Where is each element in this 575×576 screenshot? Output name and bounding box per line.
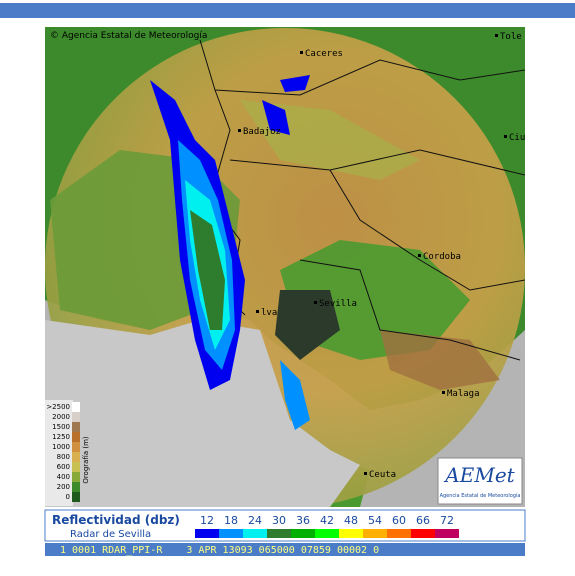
legend-swatch — [315, 529, 339, 538]
orography-label: 200 — [57, 483, 70, 491]
legend-value: 60 — [392, 514, 406, 527]
city-marker — [314, 301, 317, 304]
legend-swatch — [243, 529, 267, 538]
city-marker — [256, 310, 259, 313]
legend-swatch — [435, 529, 459, 538]
city-marker — [300, 51, 303, 54]
orography-swatch — [72, 462, 80, 472]
orography-label: 800 — [57, 453, 70, 461]
orography-swatch — [72, 422, 80, 432]
orography-swatch — [72, 402, 80, 412]
legend-value: 66 — [416, 514, 430, 527]
city-label: Ciu — [509, 133, 525, 143]
logo-name: AEMet — [443, 463, 515, 487]
legend-subtitle: Radar de Sevilla — [70, 529, 151, 540]
orography-swatch — [72, 442, 80, 452]
city-marker — [442, 391, 445, 394]
legend-value: 12 — [200, 514, 214, 527]
orography-swatch — [72, 492, 80, 502]
orography-label: 1500 — [52, 423, 70, 431]
legend-swatch — [291, 529, 315, 538]
legend-swatch — [267, 529, 291, 538]
city-marker — [504, 135, 507, 138]
city-marker — [238, 129, 241, 132]
copyright: © Agencia Estatal de Meteorología — [50, 31, 207, 41]
orography-label: 1000 — [52, 443, 70, 451]
orography-label: 2000 — [52, 413, 70, 421]
legend-swatch — [411, 529, 435, 538]
city-label: Malaga — [447, 389, 480, 399]
orography-label: 0 — [66, 493, 70, 501]
orography-swatch — [72, 472, 80, 482]
city-label: Ceuta — [369, 470, 396, 480]
legend-value: 36 — [296, 514, 310, 527]
city-marker — [418, 254, 421, 257]
legend-value: 42 — [320, 514, 334, 527]
orography-label: 400 — [57, 473, 70, 481]
top-bar — [0, 3, 575, 18]
status-bar — [45, 543, 525, 556]
orography-label: 1250 — [52, 433, 70, 441]
legend-value: 72 — [440, 514, 454, 527]
orography-swatch — [72, 412, 80, 422]
orography-swatch — [72, 482, 80, 492]
orography-swatch — [72, 432, 80, 442]
city-label: lva — [261, 308, 277, 318]
legend-title: Reflectividad (dbz) — [52, 513, 180, 527]
legend-value: 54 — [368, 514, 382, 527]
city-marker — [495, 34, 498, 37]
city-label: Cordoba — [423, 252, 461, 262]
legend-value: 48 — [344, 514, 358, 527]
legend-value: 30 — [272, 514, 286, 527]
city-label: Tole — [500, 32, 522, 42]
legend-value: 24 — [248, 514, 262, 527]
map: Caceres Tole Badajoz Ciu Cordoba Sevilla lva Ma… — [45, 27, 525, 507]
orography-label: 600 — [57, 463, 70, 471]
legend-swatch — [219, 529, 243, 538]
city-label: Badajoz — [243, 127, 281, 137]
orography-label: >2500 — [46, 403, 70, 411]
legend-swatch — [195, 529, 219, 538]
logo-box — [437, 457, 523, 505]
legend-swatch — [363, 529, 387, 538]
legend-swatch — [339, 529, 363, 538]
orography-title: Orografía (m) — [82, 436, 90, 484]
city-label: Caceres — [305, 49, 343, 59]
status-text: 1 0001 RDAR_PPI-R 3 APR 13093 065000 078… — [60, 545, 379, 556]
city-label: Sevilla — [319, 299, 357, 309]
legend-value: 18 — [224, 514, 238, 527]
logo-subtitle: Agencia Estatal de Meteorología — [440, 492, 521, 499]
city-marker — [364, 472, 367, 475]
legend-swatch — [387, 529, 411, 538]
orography-swatch — [72, 452, 80, 462]
